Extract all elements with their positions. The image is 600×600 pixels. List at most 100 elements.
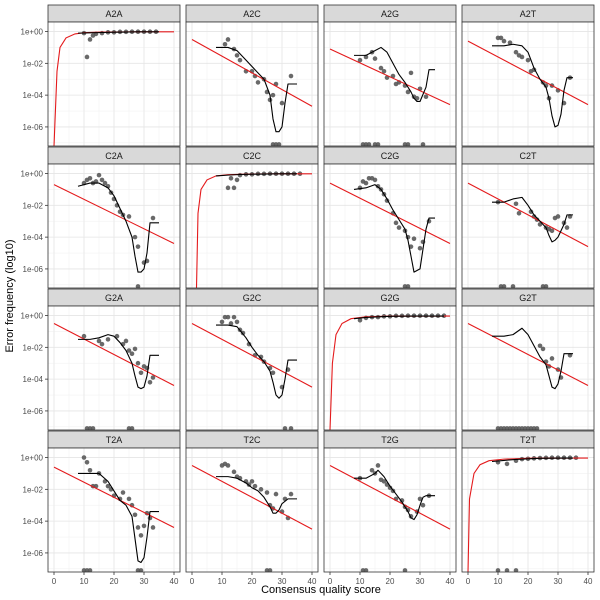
data-point bbox=[84, 54, 90, 60]
y-tick-label: 1e+00 bbox=[21, 312, 44, 321]
nominal-error-line bbox=[467, 182, 589, 248]
data-point bbox=[555, 214, 561, 219]
data-point bbox=[132, 234, 138, 240]
data-point bbox=[363, 180, 369, 186]
data-point bbox=[234, 319, 240, 325]
data-point bbox=[87, 568, 93, 572]
data-point bbox=[381, 479, 387, 484]
data-point bbox=[135, 284, 141, 288]
data-point bbox=[369, 467, 375, 473]
facet-panel: G2C bbox=[185, 288, 319, 431]
panel-plot-area bbox=[467, 35, 589, 128]
facet-strip-label: T2C bbox=[243, 435, 261, 445]
facet-strip-label: G2G bbox=[380, 293, 399, 303]
x-tick-label: 0 bbox=[466, 577, 471, 586]
data-point bbox=[81, 455, 87, 460]
data-point bbox=[99, 177, 105, 183]
data-point bbox=[507, 40, 513, 45]
data-point bbox=[357, 57, 363, 63]
data-point bbox=[114, 333, 120, 339]
panel-border bbox=[461, 21, 595, 147]
panel-border bbox=[323, 163, 457, 289]
data-point bbox=[405, 142, 411, 146]
data-point bbox=[219, 319, 225, 325]
data-point bbox=[129, 351, 135, 356]
data-point bbox=[375, 463, 381, 468]
facet-panel: C2T bbox=[461, 146, 595, 289]
data-point bbox=[96, 338, 102, 344]
x-tick-label: 40 bbox=[446, 577, 455, 586]
data-point bbox=[273, 491, 279, 497]
fitted-error-line bbox=[492, 327, 573, 390]
data-point bbox=[282, 426, 288, 430]
data-point bbox=[150, 525, 156, 530]
y-tick-label: 1e-04 bbox=[23, 375, 44, 384]
data-point bbox=[510, 284, 516, 288]
facet-strip-label: G2A bbox=[105, 293, 123, 303]
panel-border bbox=[461, 163, 595, 289]
facet-strip-label: C2A bbox=[105, 151, 123, 161]
x-tick-label: 20 bbox=[248, 577, 257, 586]
facet-strip-label: A2T bbox=[520, 9, 537, 19]
data-point bbox=[231, 314, 237, 320]
x-tick-label: 40 bbox=[584, 577, 593, 586]
fitted-error-line bbox=[354, 469, 435, 521]
facet-strip-label: T2T bbox=[520, 435, 537, 445]
data-point bbox=[501, 284, 507, 288]
y-tick-label: 1e-02 bbox=[23, 343, 44, 352]
y-tick-label: 1e+00 bbox=[21, 170, 44, 179]
facet-panel: T2C 0 10 20 30 40 bbox=[185, 430, 319, 586]
y-tick-label: 1e-04 bbox=[23, 233, 44, 242]
data-point bbox=[357, 185, 363, 191]
y-tick-label: 1e-06 bbox=[23, 123, 44, 132]
data-point bbox=[405, 89, 411, 95]
y-tick-label: 1e-02 bbox=[23, 485, 44, 494]
panel-plot-area bbox=[53, 172, 175, 288]
data-point bbox=[138, 533, 144, 538]
y-tick-label: 1e-06 bbox=[23, 265, 44, 274]
data-point bbox=[420, 142, 426, 146]
nominal-error-line bbox=[329, 182, 451, 244]
data-point bbox=[420, 502, 426, 508]
data-point bbox=[99, 341, 105, 347]
panel-plot-area bbox=[329, 46, 451, 146]
facet-strip-label: G2C bbox=[243, 293, 262, 303]
data-point bbox=[357, 318, 363, 323]
panel-plot-area bbox=[467, 182, 589, 288]
data-point bbox=[135, 244, 141, 249]
data-point bbox=[564, 225, 570, 230]
facet-strip-label: A2G bbox=[381, 9, 399, 19]
data-point bbox=[222, 41, 228, 47]
x-tick-label: 30 bbox=[278, 577, 287, 586]
panel-plot-area bbox=[191, 37, 313, 146]
facet-strip-label: G2T bbox=[519, 293, 537, 303]
fitted-error-line bbox=[353, 315, 444, 320]
data-point bbox=[501, 38, 507, 44]
data-point bbox=[228, 321, 234, 326]
nominal-error-line bbox=[467, 322, 589, 386]
data-point bbox=[288, 426, 294, 430]
data-point bbox=[264, 490, 270, 495]
panel-border bbox=[323, 305, 457, 431]
data-point bbox=[105, 483, 111, 489]
data-point bbox=[132, 346, 138, 352]
nominal-error-line bbox=[467, 40, 589, 106]
facet-panel: G2A 1e+00 1e-02 1e-04 1e-06 bbox=[21, 288, 181, 431]
x-tick-label: 20 bbox=[110, 577, 119, 586]
data-point bbox=[129, 426, 135, 430]
panel-border bbox=[185, 163, 319, 289]
data-point bbox=[81, 333, 87, 339]
data-point bbox=[123, 338, 129, 344]
panel-plot-area bbox=[53, 322, 175, 430]
data-point bbox=[126, 496, 132, 502]
nominal-error-line bbox=[191, 465, 313, 530]
panel-border bbox=[47, 163, 181, 289]
data-point bbox=[288, 73, 294, 79]
nominal-error-line bbox=[191, 323, 313, 388]
y-tick-label: 1e-06 bbox=[23, 549, 44, 558]
data-point bbox=[381, 68, 387, 74]
x-tick-label: 40 bbox=[170, 577, 179, 586]
fitted-error-line bbox=[492, 196, 573, 243]
facet-strip-label: C2G bbox=[381, 151, 400, 161]
data-point bbox=[537, 222, 543, 227]
